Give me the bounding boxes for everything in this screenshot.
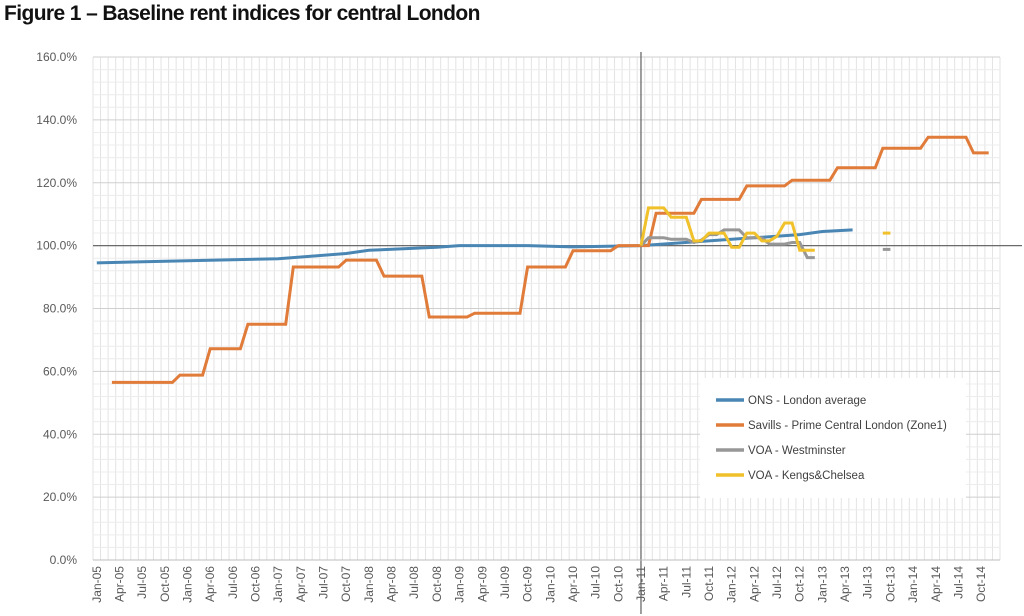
x-tick-label: Oct-14 xyxy=(974,566,988,602)
x-tick-label: Jul-10 xyxy=(589,566,603,599)
x-tick-label: Jan-09 xyxy=(453,566,467,603)
series-line-savills-prime-central-london-zone1 xyxy=(111,135,989,384)
chart-title: Figure 1 – Baseline rent indices for cen… xyxy=(4,2,480,25)
x-tick-label: Jul-06 xyxy=(226,566,240,599)
x-tick-label: Oct-09 xyxy=(521,566,535,602)
series-lines xyxy=(96,135,989,384)
x-tick-label: Jan-06 xyxy=(180,566,194,603)
legend-box xyxy=(700,378,966,498)
x-tick-label: Jul-08 xyxy=(407,566,421,599)
x-tick-label: Oct-05 xyxy=(158,566,172,602)
series-line-ons-london-average xyxy=(96,228,853,265)
legend-label: ONS - London average xyxy=(748,395,866,407)
x-tick-label: Oct-10 xyxy=(611,566,625,602)
axes: 0.0% 20.0% 40.0% 60.0% 80.0% 100.0% 120.0% 140.… xyxy=(36,50,1000,603)
x-tick-label: Apr-12 xyxy=(747,566,761,602)
x-tick-label: Jul-12 xyxy=(770,566,784,599)
x-tick-label: Jan-07 xyxy=(271,566,285,603)
x-tick-label: Jan-05 xyxy=(90,566,104,603)
y-tick-label: 140.0% xyxy=(36,113,77,127)
x-tick-label: Jul-11 xyxy=(679,566,693,598)
legend-label: Savills - Prime Central London (Zone1) xyxy=(748,420,947,432)
x-tick-label: Apr-05 xyxy=(112,566,126,602)
x-tick-label: Apr-10 xyxy=(566,566,580,602)
y-tick-label: 40.0% xyxy=(43,427,77,441)
x-tick-label: Jan-14 xyxy=(906,566,920,603)
series-line-voa-westminster xyxy=(639,228,815,260)
legend-label: VOA - Westminster xyxy=(748,445,846,457)
x-tick-label: Jan-12 xyxy=(725,566,739,603)
x-tick-label: Apr-07 xyxy=(294,566,308,602)
x-tick-label: Jul-14 xyxy=(951,566,965,599)
x-tick-label: Oct-08 xyxy=(430,566,444,602)
x-tick-label: Apr-13 xyxy=(838,566,852,602)
x-tick-label: Apr-14 xyxy=(929,566,943,602)
y-tick-label: 0.0% xyxy=(50,553,78,567)
y-tick-label: 20.0% xyxy=(43,490,77,504)
x-tick-label: Jul-13 xyxy=(861,566,875,599)
y-tick-label: 60.0% xyxy=(43,364,77,378)
x-tick-label: Apr-09 xyxy=(475,566,489,602)
y-tick-label: 120.0% xyxy=(36,176,77,190)
x-tick-label: Apr-06 xyxy=(203,566,217,602)
y-tick-label: 100.0% xyxy=(36,239,77,253)
legend: ONS - London average Savills - Prime Cent… xyxy=(700,378,966,498)
x-tick-label: Oct-06 xyxy=(249,566,263,602)
x-tick-label: Jul-09 xyxy=(498,566,512,599)
y-tick-label: 160.0% xyxy=(36,50,77,64)
x-tick-label: Apr-08 xyxy=(385,566,399,602)
legend-label: VOA - Kengs&Chelsea xyxy=(748,470,865,482)
x-tick-label: Jan-10 xyxy=(543,566,557,603)
x-tick-label: Jan-13 xyxy=(815,566,829,603)
x-tick-label: Oct-12 xyxy=(793,566,807,602)
x-tick-label: Apr-11 xyxy=(657,566,671,601)
x-tick-label: Oct-07 xyxy=(339,566,353,602)
x-tick-label: Oct-13 xyxy=(883,566,897,602)
x-tick-label: Jan-11 xyxy=(634,566,648,602)
x-tick-label: Oct-11 xyxy=(702,566,716,601)
x-tick-label: Jul-07 xyxy=(317,566,331,599)
x-tick-label: Jul-05 xyxy=(135,566,149,599)
y-tick-label: 80.0% xyxy=(43,302,77,316)
x-tick-label: Jan-08 xyxy=(362,566,376,603)
series-line-voa-kengs-chelsea xyxy=(639,206,815,252)
